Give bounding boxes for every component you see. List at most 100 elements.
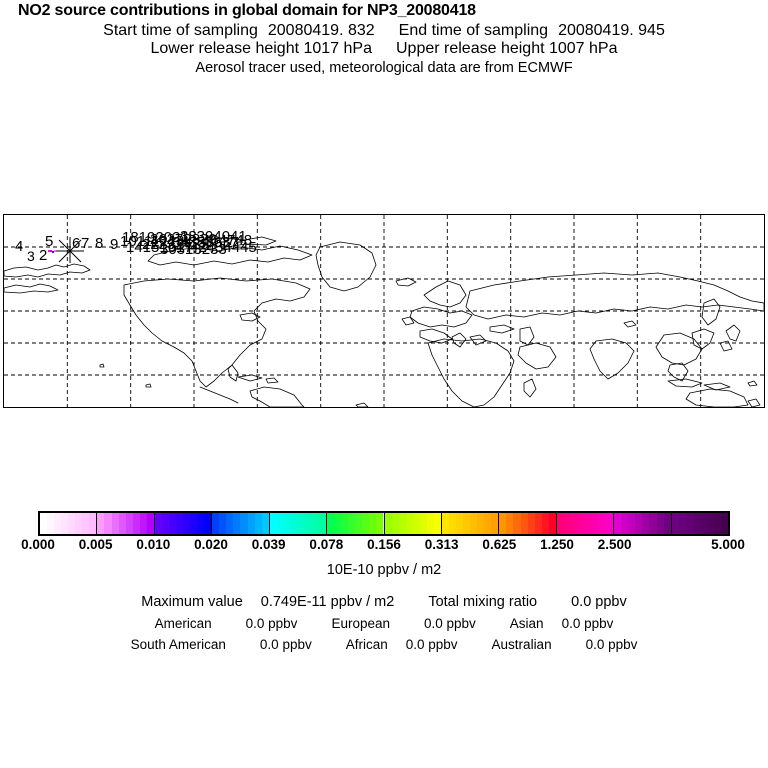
colorbar-step bbox=[477, 513, 485, 534]
colorbar-step bbox=[319, 513, 327, 534]
map-canvas bbox=[4, 215, 764, 407]
colorbar-step bbox=[197, 513, 205, 534]
colorbar-step bbox=[118, 513, 126, 534]
statistics-panel: Maximum value 0.749E-11 ppbv / m2 Total … bbox=[0, 592, 768, 655]
colorbar-step bbox=[463, 513, 471, 534]
colorbar-step bbox=[334, 513, 342, 534]
colorbar-step bbox=[678, 513, 686, 534]
colorbar-step bbox=[125, 513, 133, 534]
colorbar-step bbox=[89, 513, 97, 534]
colorbar-unit-label: 10E-10 ppbv / m2 bbox=[326, 562, 442, 578]
start-time-label: Start time of sampling bbox=[103, 22, 258, 39]
colorbar-segment bbox=[40, 513, 98, 534]
colorbar-step bbox=[506, 513, 514, 534]
colorbar-step bbox=[405, 513, 413, 534]
upper-release-height: Upper release height 1007 hPa bbox=[396, 40, 618, 57]
region-label-south-american: South American bbox=[130, 637, 226, 652]
colorbar-step bbox=[556, 513, 564, 534]
colorbar-step bbox=[527, 513, 535, 534]
release-cross-icon bbox=[56, 237, 84, 263]
colorbar-step bbox=[563, 513, 571, 534]
start-time-value: 20080419. 832 bbox=[267, 22, 375, 39]
header: NO2 source contributions in global domai… bbox=[0, 0, 768, 79]
colorbar-step bbox=[513, 513, 521, 534]
region-value-european: 0.0 ppbv bbox=[424, 616, 476, 631]
colorbar-step bbox=[276, 513, 284, 534]
colorbar-step bbox=[671, 513, 679, 534]
region-value-african: 0.0 ppbv bbox=[405, 637, 458, 652]
colorbar-step bbox=[226, 513, 234, 534]
region-label-american: American bbox=[154, 616, 212, 631]
plume-pixel bbox=[54, 250, 56, 252]
colorbar-step bbox=[699, 513, 707, 534]
colorbar-step bbox=[311, 513, 320, 534]
colorbar-step bbox=[327, 513, 335, 534]
colorbar-step bbox=[341, 513, 349, 534]
colorbar-gradient bbox=[38, 511, 730, 536]
colorbar[interactable] bbox=[38, 511, 730, 536]
colorbar-step bbox=[441, 513, 449, 534]
colorbar-tick-label: 0.313 bbox=[424, 537, 459, 552]
colorbar-step bbox=[261, 513, 269, 534]
colorbar-tick-label: 1.250 bbox=[540, 537, 574, 552]
colorbar-step bbox=[254, 513, 262, 534]
colorbar-segment bbox=[154, 513, 213, 534]
colorbar-tick-label: 0.156 bbox=[367, 537, 401, 552]
colorbar-step bbox=[398, 513, 406, 534]
trajectory-label: 9 bbox=[110, 236, 119, 253]
colorbar-step bbox=[75, 513, 83, 534]
colorbar-step bbox=[304, 513, 312, 534]
colorbar-segment bbox=[499, 513, 557, 534]
colorbar-segment bbox=[614, 513, 672, 534]
colorbar-step bbox=[520, 513, 528, 534]
colorbar-step bbox=[592, 513, 600, 534]
colorbar-step bbox=[577, 513, 585, 534]
world-map[interactable]: 4 3 2 5 6 7 8 9 10111213 14151617 181920… bbox=[3, 214, 765, 408]
release-height-row: Lower release height 1017 hPa Upper rele… bbox=[0, 40, 768, 58]
colorbar-step bbox=[685, 513, 693, 534]
sampling-time-row: Start time of sampling 20080419. 832 End… bbox=[0, 22, 768, 40]
colorbar-tick-label: 5.000 bbox=[711, 537, 745, 552]
colorbar-step bbox=[570, 513, 578, 534]
total-mixing-ratio-value: 0.0 ppbv bbox=[571, 594, 627, 610]
colorbar-step bbox=[240, 513, 248, 534]
colorbar-segment bbox=[212, 513, 270, 534]
colorbar-tick-label: 0.010 bbox=[136, 537, 171, 552]
tracer-note: Aerosol tracer used, meteorological data… bbox=[195, 60, 573, 76]
colorbar-step bbox=[139, 513, 147, 534]
stats-row-southern: South American 0.0 ppbv African 0.0 ppbv… bbox=[0, 634, 768, 655]
colorbar-step bbox=[297, 513, 305, 534]
colorbar-tick-label: 0.078 bbox=[309, 537, 344, 552]
region-value-south-american: 0.0 ppbv bbox=[259, 637, 312, 652]
colorbar-step bbox=[433, 513, 441, 534]
colorbar-step bbox=[233, 513, 241, 534]
colorbar-segment bbox=[269, 513, 328, 534]
colorbar-step bbox=[621, 513, 629, 534]
colorbar-step bbox=[720, 513, 729, 534]
region-label-asian: Asian bbox=[509, 616, 544, 631]
colorbar-step bbox=[449, 513, 457, 534]
colorbar-step bbox=[419, 513, 427, 534]
colorbar-step bbox=[68, 513, 76, 534]
colorbar-tick-label: 0.625 bbox=[482, 537, 517, 552]
colorbar-segment bbox=[556, 513, 615, 534]
colorbar-step bbox=[54, 513, 62, 534]
trajectory-label-cluster: 10111213 14151617 18192021 22232425 2627… bbox=[120, 228, 257, 258]
colorbar-step bbox=[168, 513, 176, 534]
end-time-value: 20080419. 945 bbox=[558, 22, 665, 39]
lower-release-height: Lower release height 1017 hPa bbox=[150, 40, 373, 57]
colorbar-step bbox=[706, 513, 714, 534]
colorbar-step bbox=[269, 513, 277, 534]
map-graticule bbox=[4, 215, 764, 407]
trajectory-label: 6 bbox=[72, 235, 81, 252]
colorbar-step bbox=[541, 513, 549, 534]
colorbar-step bbox=[348, 513, 356, 534]
colorbar-step bbox=[97, 513, 105, 534]
coastlines bbox=[4, 236, 764, 407]
trajectory-label: 2 bbox=[39, 247, 48, 264]
colorbar-tick-labels: 0.000 0.005 0.010 0.020 0.039 0.078 0.156 0.313… bbox=[0, 537, 768, 553]
colorbar-step bbox=[40, 513, 48, 534]
colorbar-segment bbox=[384, 513, 442, 534]
colorbar-tick-label: 0.039 bbox=[251, 537, 286, 552]
colorbar-step bbox=[247, 513, 255, 534]
